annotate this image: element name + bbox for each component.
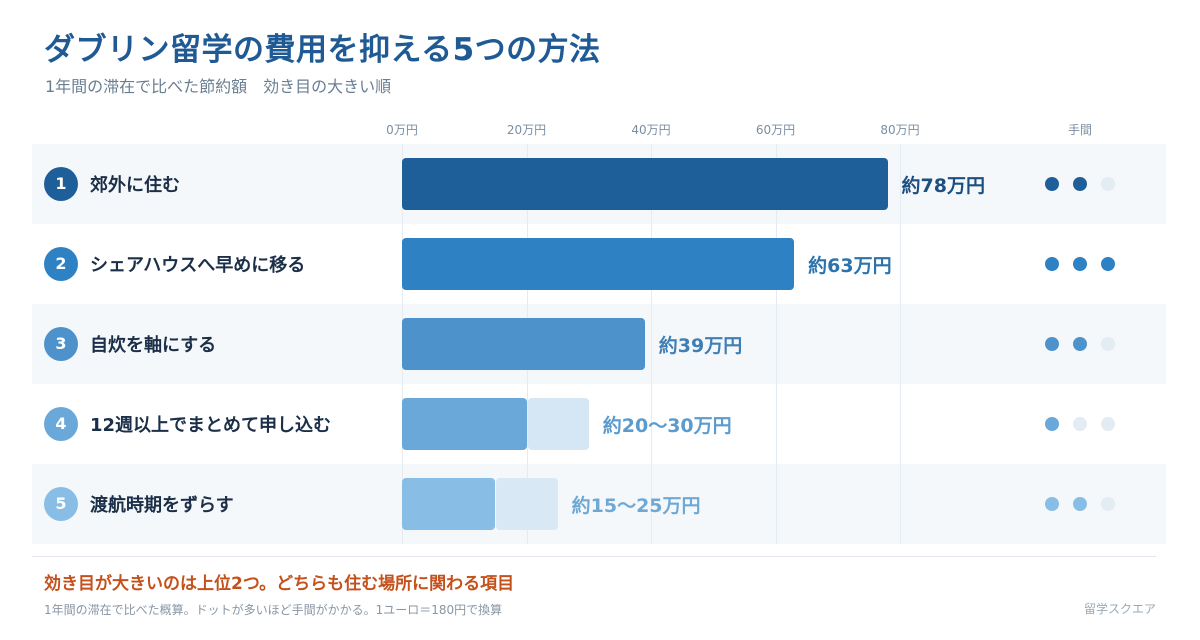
row-label: 郊外に住む (90, 175, 180, 196)
effort-dot-filled (1045, 497, 1059, 511)
effort-dot-filled (1045, 417, 1059, 431)
row-label: 12週以上でまとめて申し込む (90, 415, 332, 436)
effort-dot-filled (1073, 177, 1087, 191)
effort-dot-filled (1073, 257, 1087, 271)
bar-value-label: 約78万円 (901, 175, 985, 197)
effort-dot-empty (1101, 177, 1115, 191)
effort-dot-empty (1101, 497, 1115, 511)
brand-name: 留学スクエア (1083, 602, 1156, 616)
effort-dot-filled (1045, 337, 1059, 351)
bar-value-label: 約15〜25万円 (571, 495, 701, 517)
x-tick-label: 40万円 (631, 123, 671, 137)
effort-dot-filled (1045, 257, 1059, 271)
rank-badge: 3 (44, 327, 78, 361)
gridline (775, 144, 777, 544)
x-tick-label: 80万円 (880, 123, 920, 137)
bar-value-label: 約20〜30万円 (602, 415, 732, 437)
effort-dot-filled (1101, 257, 1115, 271)
row-label: シェアハウスへ早めに移る (90, 255, 306, 276)
gridline (651, 144, 652, 544)
bar-low (402, 398, 527, 450)
effort-dot-filled (1045, 177, 1059, 191)
row-label: 自炊を軸にする (90, 335, 217, 356)
bar-range (496, 478, 558, 530)
effort-dot-empty (1073, 417, 1087, 431)
rank-badge: 4 (44, 407, 78, 441)
bar-low (402, 318, 645, 370)
chart-subtitle: 1年間の滞在で比べた節約額 効き目の大きい順 (45, 77, 392, 96)
bar-low (402, 158, 888, 210)
bar-value-label: 約39万円 (658, 335, 743, 357)
bar-low (402, 478, 496, 530)
effort-column-header: 手間 (1067, 123, 1093, 137)
effort-dot-empty (1101, 417, 1115, 431)
x-tick-label: 0万円 (386, 123, 418, 137)
bar-low (402, 238, 795, 290)
gridline (900, 144, 901, 544)
row-label: 渡航時期をずらす (90, 495, 234, 516)
effort-dot-filled (1073, 337, 1087, 351)
chart-row (32, 464, 1166, 544)
x-tick-label: 60万円 (755, 123, 796, 137)
bar-value-label: 約63万円 (808, 255, 892, 277)
x-tick-label: 20万円 (506, 123, 547, 137)
rank-badge: 1 (44, 167, 78, 201)
effort-dot-filled (1073, 497, 1087, 511)
rank-badge: 2 (44, 247, 78, 281)
chart-title: ダブリン留学の費用を抑える5つの方法 (44, 32, 601, 68)
rank-badge: 5 (44, 487, 78, 521)
footer-divider (32, 556, 1156, 557)
effort-dot-empty (1101, 337, 1115, 351)
footnote: 1年間の滞在で比べた概算。ドットが多いほど手間がかかる。1ユーロ＝180円で換算 (44, 603, 503, 617)
bar-range (527, 398, 589, 450)
key-takeaway: 効き目が大きいのは上位2つ。どちらも住む場所に関わる項目 (44, 574, 515, 594)
